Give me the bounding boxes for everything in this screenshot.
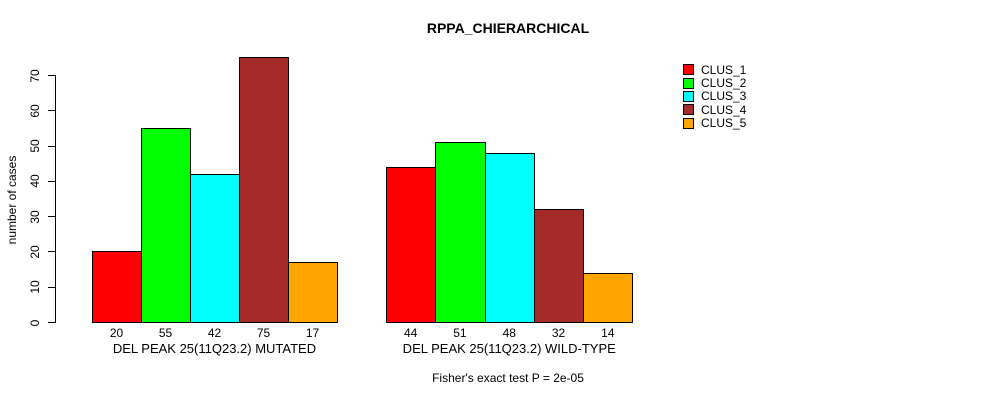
y-axis-line: [55, 75, 56, 323]
bar-value-label: 44: [403, 326, 418, 340]
legend-label: CLUS_2: [701, 76, 747, 91]
bar-clus_4: [533, 209, 585, 323]
group-label: DEL PEAK 25(11Q23.2) MUTATED: [112, 341, 317, 356]
bar-value-label: 51: [453, 326, 467, 340]
y-tick-label: 10: [28, 280, 42, 294]
y-tick: [48, 180, 55, 182]
bar-value-label: 48: [502, 326, 516, 340]
y-tick: [48, 145, 55, 147]
y-tick: [48, 216, 55, 218]
y-tick-label: 30: [28, 209, 42, 224]
bar-clus_3: [190, 173, 240, 323]
legend-item-clus_1: CLUS_1: [683, 62, 747, 77]
legend-item-clus_4: CLUS_4: [683, 102, 747, 117]
y-tick-label: 20: [28, 245, 42, 259]
legend-item-clus_5: CLUS_5: [683, 116, 747, 131]
bar-clus_2: [435, 142, 486, 323]
bar-clus_1: [92, 251, 142, 323]
y-tick-label: 0: [28, 319, 42, 326]
legend-swatch-icon: [683, 64, 694, 76]
y-tick-label: 50: [28, 139, 42, 153]
legend: CLUS_1 CLUS_2 CLUS_3 CLUS_4 CLUS_5: [683, 63, 746, 130]
legend-label: CLUS_1: [701, 62, 747, 77]
y-tick-label: 70: [28, 68, 42, 83]
bar-clus_2: [141, 127, 191, 323]
legend-item-clus_2: CLUS_2: [683, 76, 747, 91]
y-tick: [48, 75, 55, 76]
bar-clus_1: [386, 166, 437, 323]
legend-swatch-icon: [683, 90, 694, 102]
y-tick: [48, 322, 55, 323]
bar-clus_3: [484, 152, 535, 323]
y-tick: [48, 110, 55, 112]
y-tick: [48, 286, 55, 288]
y-tick-label: 60: [28, 104, 42, 118]
y-tick: [48, 251, 55, 253]
bar-value-label: 75: [256, 326, 271, 340]
y-tick-label: 40: [28, 174, 42, 189]
legend-label: CLUS_4: [701, 102, 747, 117]
legend-label: CLUS_5: [701, 116, 747, 131]
legend-swatch-icon: [683, 117, 694, 129]
bar-value-label: 14: [601, 326, 615, 340]
bar-value-label: 20: [109, 326, 124, 340]
legend-swatch-icon: [683, 104, 694, 116]
legend-label: CLUS_3: [701, 89, 747, 104]
bar-value-label: 17: [305, 326, 320, 340]
chart-title: RPPA_CHIERARCHICAL: [426, 20, 590, 36]
bar-clus_5: [288, 262, 338, 323]
bar-value-label: 42: [207, 326, 222, 340]
group-label: DEL PEAK 25(11Q23.2) WILD-TYPE: [402, 341, 616, 356]
bar-value-label: 55: [158, 326, 173, 340]
annotation: Fisher's exact test P = 2e-05: [432, 371, 584, 385]
bar-clus_5: [583, 272, 634, 323]
legend-swatch-icon: [683, 77, 694, 89]
legend-item-clus_3: CLUS_3: [683, 89, 747, 104]
bar-clus_4: [239, 57, 289, 323]
bar-value-label: 32: [551, 326, 566, 340]
